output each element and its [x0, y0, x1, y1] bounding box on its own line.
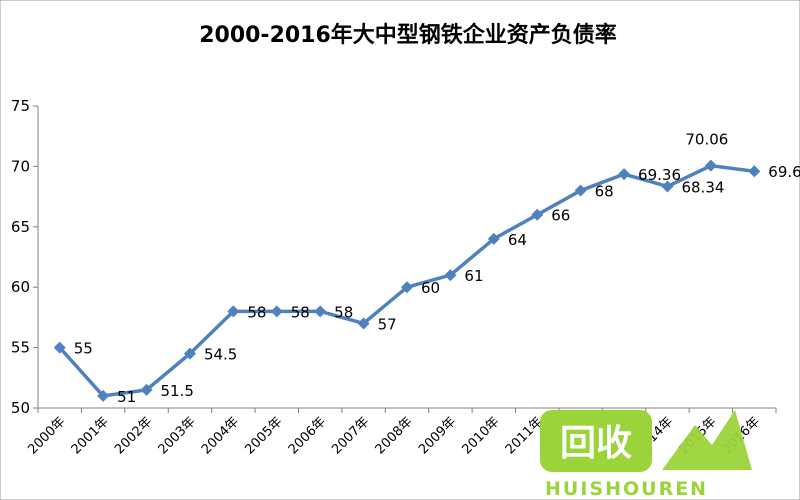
data-point — [183, 347, 196, 360]
data-point — [661, 180, 674, 193]
data-point — [444, 269, 457, 282]
data-label: 54.5 — [204, 346, 237, 364]
data-label: 51.5 — [161, 382, 194, 400]
data-label: 51 — [117, 388, 136, 406]
data-point — [314, 305, 327, 318]
data-point — [704, 159, 717, 172]
data-point — [618, 168, 631, 181]
watermark-logo-text: 回收 — [560, 423, 632, 464]
data-label: 69.6 — [768, 163, 800, 181]
data-point — [227, 305, 240, 318]
axes — [33, 105, 777, 413]
data-point — [487, 232, 500, 245]
data-label: 68.34 — [681, 178, 724, 196]
watermark-person-icon — [662, 410, 752, 470]
data-point — [574, 184, 587, 197]
data-label: 57 — [378, 315, 397, 333]
data-point — [531, 208, 544, 221]
data-label: 58 — [291, 303, 310, 321]
y-tick-label: 75 — [11, 97, 30, 115]
data-point — [140, 383, 153, 396]
y-tick-label: 70 — [11, 157, 30, 175]
watermark-logo-badge — [540, 410, 652, 472]
y-tick-label: 60 — [11, 278, 30, 296]
y-tick-label: 55 — [11, 339, 30, 357]
data-label: 58 — [247, 303, 266, 321]
data-point — [270, 305, 283, 318]
data-point — [53, 341, 66, 354]
chart-title: 2000-2016年大中型钢铁企业资产负债率 — [199, 22, 617, 48]
data-label: 61 — [464, 267, 483, 285]
data-point — [357, 317, 370, 330]
data-point — [401, 281, 413, 294]
data-label: 70.06 — [685, 131, 728, 149]
data-label: 69.36 — [638, 166, 681, 184]
watermark-logo: 回收 HUISHOUREN — [540, 410, 752, 500]
data-point — [97, 389, 110, 402]
data-point — [748, 165, 761, 178]
data-label: 64 — [508, 231, 527, 249]
watermark-latin-text: HUISHOUREN — [545, 478, 708, 500]
data-label: 58 — [334, 303, 353, 321]
data-label: 60 — [421, 279, 440, 297]
y-tick-label: 65 — [11, 218, 30, 236]
data-label: 68 — [595, 183, 614, 201]
data-label: 55 — [74, 340, 93, 358]
y-tick-label: 50 — [11, 399, 30, 417]
data-label: 66 — [551, 207, 570, 225]
y-tick-labels: 50 55 60 65 70 75 — [11, 97, 30, 417]
data-labels: 55 51 51.5 54.5 58 58 58 57 60 61 64 66 68 69.3668.34… — [74, 131, 800, 406]
data-markers — [53, 159, 761, 402]
